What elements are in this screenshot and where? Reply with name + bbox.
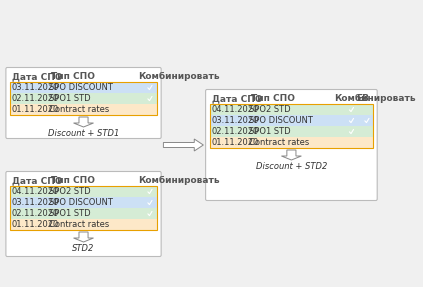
Text: Дата СПО: Дата СПО	[12, 176, 63, 185]
Text: 02.11.2020: 02.11.2020	[12, 94, 59, 103]
Text: SPO1 STD: SPO1 STD	[49, 94, 91, 103]
Text: Тип СПО: Тип СПО	[51, 72, 95, 81]
FancyBboxPatch shape	[6, 67, 161, 139]
Polygon shape	[74, 232, 93, 242]
FancyBboxPatch shape	[348, 117, 354, 124]
FancyBboxPatch shape	[364, 139, 370, 146]
FancyBboxPatch shape	[348, 106, 354, 113]
Bar	[10, 219, 157, 230]
Text: SPO2 STD: SPO2 STD	[49, 187, 91, 196]
Bar	[210, 137, 373, 148]
FancyBboxPatch shape	[6, 172, 161, 257]
Text: STD2: STD2	[72, 244, 95, 253]
Text: SPO DISCOUNT: SPO DISCOUNT	[249, 116, 313, 125]
FancyBboxPatch shape	[147, 106, 153, 113]
Text: 02.11.2020: 02.11.2020	[12, 209, 59, 218]
Text: Дата СПО: Дата СПО	[212, 94, 262, 103]
Text: 01.11.2020: 01.11.2020	[12, 105, 59, 114]
Text: SPO2 STD: SPO2 STD	[249, 105, 290, 114]
Text: 02.11.2020: 02.11.2020	[212, 127, 259, 136]
FancyBboxPatch shape	[147, 221, 153, 228]
Text: Тип СПО: Тип СПО	[250, 94, 294, 103]
FancyBboxPatch shape	[348, 139, 354, 146]
Text: 04.11.2020: 04.11.2020	[212, 105, 259, 114]
Bar	[10, 82, 157, 115]
FancyBboxPatch shape	[364, 106, 370, 113]
Text: 03.11.2020: 03.11.2020	[12, 83, 59, 92]
Text: SPO DISCOUNT: SPO DISCOUNT	[49, 198, 113, 207]
FancyBboxPatch shape	[364, 128, 370, 135]
Bar	[10, 197, 157, 208]
Text: Discount + STD2: Discount + STD2	[256, 162, 327, 171]
Bar	[10, 93, 157, 104]
Text: Комбинировать: Комбинировать	[138, 176, 220, 185]
Text: SPO1 STD: SPO1 STD	[249, 127, 290, 136]
FancyBboxPatch shape	[348, 128, 354, 135]
Text: ЕВ: ЕВ	[357, 94, 369, 103]
Text: SPO1 STD: SPO1 STD	[49, 209, 91, 218]
Bar	[210, 104, 373, 115]
Bar	[210, 115, 373, 126]
Text: Contract rates: Contract rates	[49, 105, 109, 114]
FancyBboxPatch shape	[364, 117, 370, 124]
Bar	[210, 126, 373, 137]
FancyBboxPatch shape	[147, 95, 153, 102]
Text: Тип СПО: Тип СПО	[51, 176, 95, 185]
Bar	[210, 104, 373, 148]
FancyBboxPatch shape	[147, 210, 153, 217]
Polygon shape	[281, 150, 302, 160]
Bar	[10, 186, 157, 197]
FancyBboxPatch shape	[206, 90, 377, 201]
Text: Discount + STD1: Discount + STD1	[48, 129, 119, 138]
Bar	[10, 186, 157, 230]
Polygon shape	[163, 139, 203, 151]
Text: 03.11.2020: 03.11.2020	[12, 198, 59, 207]
Text: 01.11.2020: 01.11.2020	[12, 220, 59, 229]
Text: Дата СПО: Дата СПО	[12, 72, 63, 81]
Text: 03.11.2020: 03.11.2020	[212, 116, 259, 125]
Text: SPO DISCOUNT: SPO DISCOUNT	[49, 83, 113, 92]
Text: Комбинировать: Комбинировать	[334, 94, 416, 103]
Text: Contract rates: Contract rates	[49, 220, 109, 229]
Text: Contract rates: Contract rates	[249, 138, 309, 147]
Polygon shape	[74, 117, 93, 127]
FancyBboxPatch shape	[147, 84, 153, 91]
FancyBboxPatch shape	[147, 199, 153, 206]
Bar	[10, 82, 157, 93]
Text: 04.11.2020: 04.11.2020	[12, 187, 59, 196]
Text: Комбинировать: Комбинировать	[138, 72, 220, 81]
Text: 01.11.2020: 01.11.2020	[212, 138, 259, 147]
Bar	[10, 104, 157, 115]
FancyBboxPatch shape	[147, 188, 153, 195]
Bar	[10, 208, 157, 219]
